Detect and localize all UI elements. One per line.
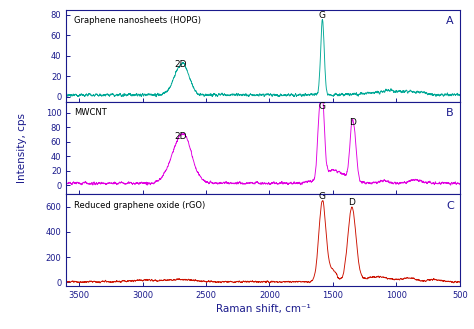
- Text: B: B: [446, 109, 454, 118]
- Text: 2D: 2D: [174, 60, 187, 69]
- Text: G: G: [319, 11, 326, 20]
- Text: Intensity, cps: Intensity, cps: [17, 113, 27, 183]
- Text: MWCNT: MWCNT: [74, 109, 107, 117]
- Text: D: D: [348, 198, 356, 207]
- X-axis label: Raman shift, cm⁻¹: Raman shift, cm⁻¹: [216, 304, 310, 314]
- Text: Reduced graphene oxide (rGO): Reduced graphene oxide (rGO): [74, 201, 205, 210]
- Text: Graphene nanosheets (HOPG): Graphene nanosheets (HOPG): [74, 16, 201, 25]
- Text: 2D: 2D: [174, 132, 187, 141]
- Text: G: G: [319, 192, 326, 201]
- Text: G: G: [319, 102, 326, 112]
- Text: D: D: [349, 118, 356, 127]
- Text: A: A: [446, 16, 454, 26]
- Text: C: C: [446, 201, 454, 211]
